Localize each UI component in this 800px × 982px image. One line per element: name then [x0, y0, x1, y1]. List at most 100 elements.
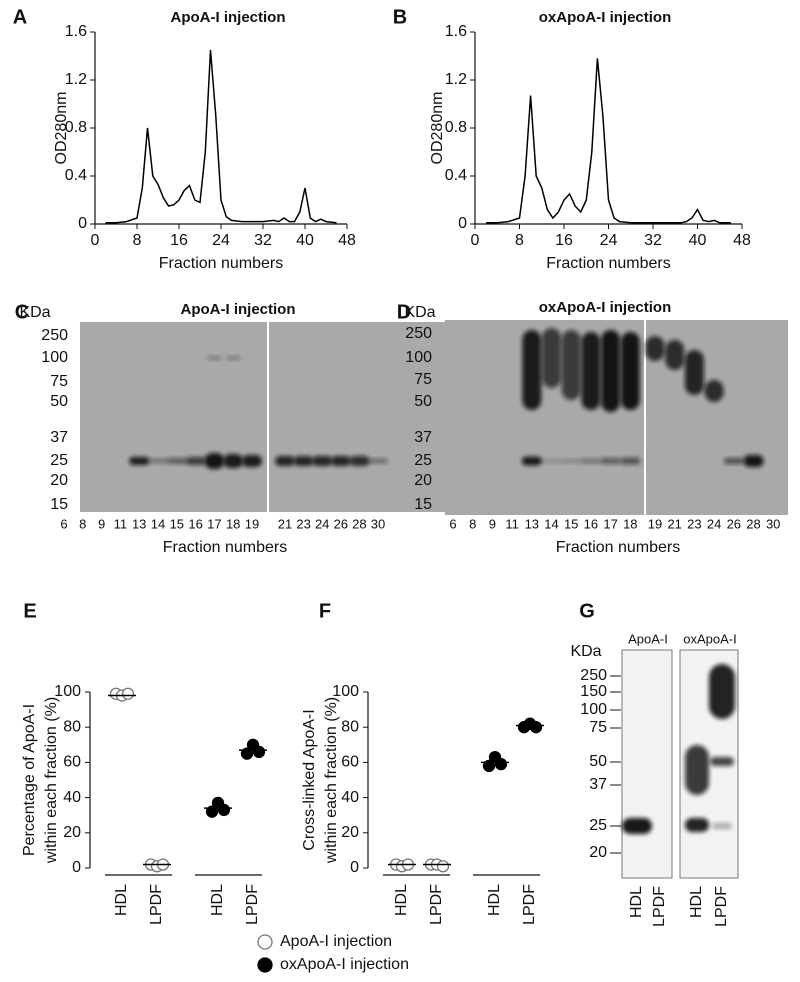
y-axis-label: within each fraction (%)	[43, 697, 60, 864]
x-tick-label: 0	[91, 232, 100, 249]
panel-letter: E	[23, 600, 36, 622]
band	[204, 453, 225, 469]
marker-label: 75	[414, 371, 432, 388]
x-tick-label: 0	[471, 232, 480, 249]
legend-label: ApoA-I injection	[280, 933, 392, 950]
lane-label: 19	[245, 516, 259, 531]
y-tick-label: 20	[341, 824, 359, 841]
band	[581, 332, 601, 410]
band	[709, 664, 735, 719]
band	[743, 455, 764, 467]
band	[620, 457, 641, 465]
band	[684, 350, 704, 395]
lane-label: 21	[278, 516, 292, 531]
marker-label: 250	[405, 325, 432, 342]
band	[561, 459, 582, 463]
x-tick-label: 16	[555, 232, 573, 249]
lane-label: 13	[132, 516, 146, 531]
x-axis-label: Fraction numbers	[159, 255, 284, 272]
lane-label: 18	[623, 516, 637, 531]
x-tick-label: HDL	[486, 884, 503, 916]
legend-marker	[257, 934, 273, 950]
band	[723, 458, 744, 464]
panel-letter: G	[579, 600, 595, 622]
lane-label: 18	[226, 516, 240, 531]
y-tick-label: 1.2	[445, 71, 467, 88]
lane-label: 11	[114, 516, 128, 531]
blot-title: oxApoA-I injection	[539, 299, 672, 316]
panel-letter: A	[13, 6, 27, 28]
x-tick-label: HDL	[393, 884, 410, 916]
lane-label: 13	[525, 516, 539, 531]
band	[330, 456, 351, 466]
band	[521, 456, 542, 466]
lane-label: 17	[603, 516, 617, 531]
lane-label: 6	[449, 516, 456, 531]
y-tick-label: 0	[78, 215, 87, 232]
y-tick-label: 40	[341, 789, 359, 806]
band	[685, 818, 709, 832]
marker-label: 25	[589, 817, 607, 834]
lane-label: 28	[352, 516, 366, 531]
marker-label: 250	[580, 667, 607, 684]
band	[275, 456, 295, 466]
lane-label: 14	[151, 516, 165, 531]
lane-label: 16	[584, 516, 598, 531]
lane-label: 8	[79, 516, 86, 531]
y-tick-label: 1.2	[65, 71, 87, 88]
lane-label: HDL	[628, 886, 645, 918]
x-tick-label: 40	[296, 232, 314, 249]
lane-label: LPDF	[713, 886, 730, 927]
band	[312, 456, 333, 466]
y-tick-label: 40	[63, 789, 81, 806]
lane-label: 23	[687, 516, 701, 531]
band	[645, 336, 665, 361]
band	[541, 459, 562, 463]
band	[580, 458, 601, 464]
marker-label: 20	[50, 472, 68, 489]
lane-label: 11	[505, 516, 519, 531]
band	[223, 454, 244, 468]
lane-label: 28	[746, 516, 760, 531]
unit-label: KDa	[404, 304, 435, 321]
x-tick-label: LPDF	[148, 884, 165, 925]
panel-letter: F	[319, 600, 331, 622]
marker-label: 25	[50, 452, 68, 469]
band	[166, 458, 187, 464]
lane-label: 30	[766, 516, 780, 531]
lane-label: 30	[371, 516, 385, 531]
marker-label: 37	[589, 776, 607, 793]
lane-label: 19	[648, 516, 662, 531]
band	[665, 340, 685, 370]
lane-label: 26	[334, 516, 348, 531]
band	[542, 328, 561, 388]
y-tick-label: 0	[350, 859, 359, 876]
marker-label: 100	[41, 349, 68, 366]
x-tick-label: 32	[644, 232, 662, 249]
x-tick-label: 24	[600, 232, 618, 249]
trace	[105, 49, 337, 224]
unit-label: KDa	[19, 304, 50, 321]
chart-title: ApoA-I injection	[171, 9, 286, 26]
band	[622, 818, 652, 834]
y-axis-label: OD280nm	[429, 92, 446, 165]
band	[704, 380, 724, 402]
marker-label: 20	[414, 472, 432, 489]
replicate-point	[205, 805, 219, 818]
y-tick-label: 100	[54, 683, 81, 700]
x-tick-label: HDL	[209, 884, 226, 916]
trace	[486, 58, 731, 224]
blot-membrane	[80, 322, 267, 512]
marker-label: 100	[405, 349, 432, 366]
band	[368, 458, 388, 464]
band	[349, 456, 370, 466]
lane-label: 26	[727, 516, 741, 531]
band	[601, 330, 621, 412]
x-tick-label: 8	[133, 232, 142, 249]
blot-membrane	[621, 649, 673, 879]
x-tick-label: LPDF	[428, 884, 445, 925]
lane-label: 16	[188, 516, 202, 531]
x-tick-label: LPDF	[244, 884, 261, 925]
x-tick-label: 16	[170, 232, 188, 249]
